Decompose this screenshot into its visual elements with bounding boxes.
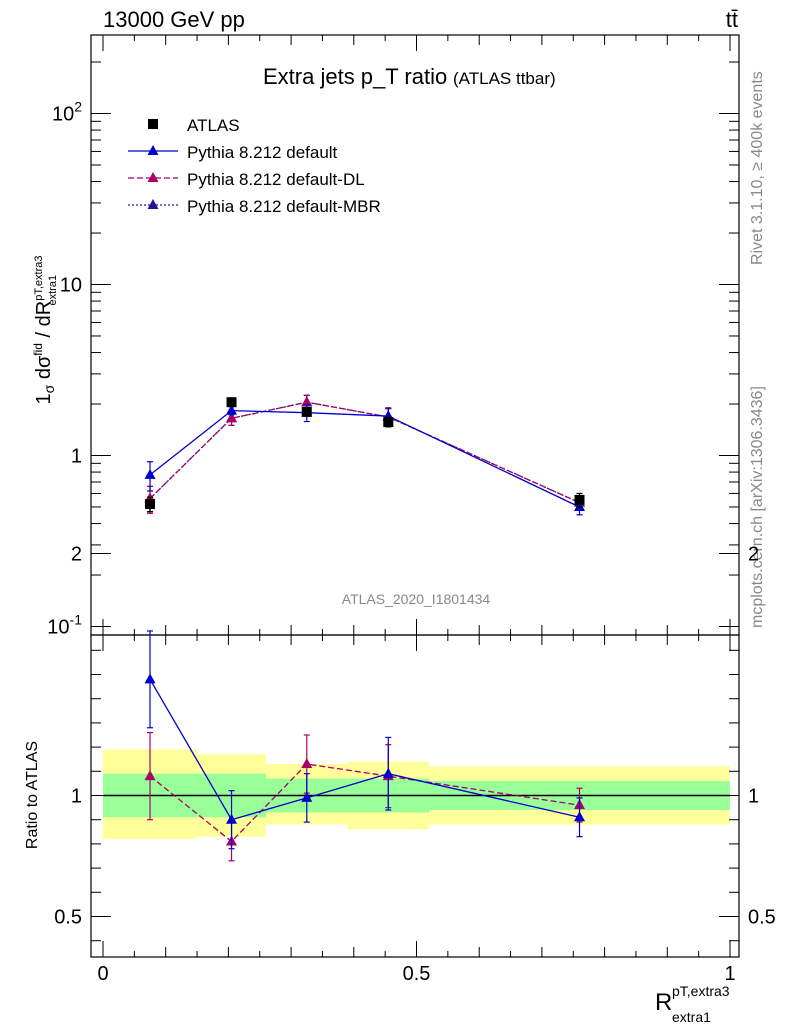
ratio-uncertainty-bands — [103, 749, 730, 840]
legend-label-pythia-8-212-default: Pythia 8.212 default — [187, 143, 338, 162]
ratio-y-tick-label-left: 1 — [71, 786, 82, 808]
ratio-y-tick-label-left: 0.5 — [54, 907, 82, 929]
mcplots-label: mcplots.cern.ch [arXiv:1306.3436] — [749, 386, 766, 628]
ratio-y-tick-label-right: 2 — [748, 544, 759, 566]
legend-marker-pythia-8-212-default — [147, 145, 159, 155]
main-y-axis-label: 1σ dσfid / dRpT,extra3 extra1 — [31, 256, 59, 405]
x-tick-label: 1 — [724, 963, 735, 985]
point-pythia-8-212-default-dl — [226, 412, 238, 423]
series-line-pythia-8-212-default-mbr — [149, 401, 580, 504]
point-atlas — [226, 397, 237, 408]
point-pythia-8-212-default — [226, 404, 238, 415]
legend-marker-atlas — [148, 119, 158, 129]
point-atlas — [301, 406, 312, 417]
point-pythia-8-212-default — [144, 468, 156, 479]
ratio-y-tick-label-right: 1 — [748, 786, 759, 808]
process-label: tt̄ — [726, 7, 738, 32]
legend-label-atlas: ATLAS — [187, 116, 240, 135]
svg-text:extra1: extra1 — [672, 1009, 711, 1024]
legend-marker-pythia-8-212-default-dl — [147, 172, 159, 182]
point-pythia-8-212-default-dl — [301, 396, 313, 407]
x-tick-label: 0 — [97, 963, 108, 985]
main-y-tick-label: 10 — [60, 275, 82, 297]
main-axes: 10-1 1 10 102 — [47, 35, 739, 639]
main-data-marks — [144, 394, 586, 516]
ratio-axes: 0.5 0.5 1 1 2 2 0 0.5 1 — [54, 544, 776, 986]
x-tick-label: 0.5 — [403, 963, 431, 985]
chart-title: Extra jets p_T ratio — [263, 64, 447, 89]
energy-label: 13000 GeV pp — [103, 7, 245, 32]
point-atlas — [383, 417, 394, 428]
legend-label-pythia-8-212-default-mbr: Pythia 8.212 default-MBR — [187, 197, 381, 216]
legend-marker-pythia-8-212-default-mbr — [147, 199, 159, 209]
series-line-pythia-8-212-default — [149, 409, 580, 508]
main-y-tick-label: 10-1 — [47, 612, 82, 639]
ratio-point-pythia-8-212-default — [301, 791, 313, 802]
chart-subtitle: (ATLAS ttbar) — [453, 69, 556, 88]
series-line-pythia-8-212-default-dl — [149, 401, 580, 504]
chart-title-text: Extra jets p_T ratio — [263, 64, 447, 89]
legend: ATLAS Pythia 8.212 default Pythia 8.212 de… — [128, 116, 381, 216]
point-atlas — [574, 494, 585, 505]
analysis-label: ATLAS_2020_I1801434 — [342, 591, 491, 607]
point-atlas — [145, 499, 156, 510]
main-y-tick-label: 102 — [52, 99, 82, 126]
legend-label-pythia-8-212-default-dl: Pythia 8.212 default-DL — [187, 170, 365, 189]
ratio-point-pythia-8-212-default-dl — [301, 758, 313, 769]
x-axis-label: R pT,extra3 extra1 — [655, 983, 730, 1024]
ratio-y-axis-label: Ratio to ATLAS — [24, 741, 41, 849]
ratio-y-tick-label-right: 0.5 — [748, 907, 776, 929]
ratio-point-pythia-8-212-default — [144, 673, 156, 684]
ratio-point-pythia-8-212-default — [574, 811, 586, 822]
ratio-point-pythia-8-212-default — [382, 767, 394, 778]
ratio-point-pythia-8-212-default-dl — [144, 770, 156, 781]
ratio-y-tick-label-left: 2 — [71, 544, 82, 566]
ratio-data-marks — [144, 630, 586, 862]
main-y-tick-label: 1 — [71, 446, 82, 468]
rivet-label: Rivet 3.1.10, ≥ 400k events — [749, 71, 766, 265]
svg-text:pT,extra3: pT,extra3 — [672, 983, 730, 999]
ratio-point-pythia-8-212-default — [226, 813, 238, 824]
svg-text:R: R — [655, 989, 672, 1016]
